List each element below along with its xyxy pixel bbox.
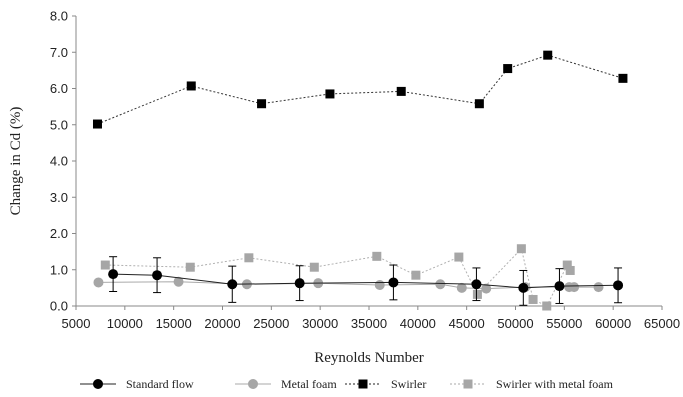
x-tick-label: 65000 xyxy=(644,316,680,331)
x-tick-label: 35000 xyxy=(351,316,387,331)
data-point xyxy=(542,301,552,311)
data-point xyxy=(518,282,529,293)
data-point xyxy=(435,279,446,290)
data-point xyxy=(474,99,484,109)
data-point xyxy=(569,282,580,293)
data-point xyxy=(472,289,482,299)
data-point xyxy=(388,277,399,288)
x-tick-label: 25000 xyxy=(253,316,289,331)
x-tick-label: 20000 xyxy=(204,316,240,331)
data-point xyxy=(92,119,102,129)
data-point xyxy=(108,269,119,280)
data-point xyxy=(471,279,482,290)
data-point xyxy=(257,99,267,109)
series-standard-flow xyxy=(108,256,624,306)
legend-item: Swirler xyxy=(345,377,426,391)
data-point xyxy=(186,81,196,91)
data-point xyxy=(516,244,526,254)
y-tick-label: 0.0 xyxy=(50,299,68,314)
legend-label: Metal foam xyxy=(281,377,337,391)
data-point xyxy=(454,252,464,262)
series-swirler-with-metal-foam xyxy=(100,244,575,311)
data-point xyxy=(618,73,628,83)
x-tick-label: 30000 xyxy=(302,316,338,331)
y-tick-label: 4.0 xyxy=(50,154,68,169)
x-tick-label: 5000 xyxy=(62,316,91,331)
y-tick-label: 5.0 xyxy=(50,117,68,132)
data-point xyxy=(100,260,110,270)
y-tick-label: 1.0 xyxy=(50,262,68,277)
y-tick-label: 6.0 xyxy=(50,81,68,96)
data-point xyxy=(613,280,624,291)
data-point xyxy=(554,281,565,292)
legend-item: Swirler with metal foam xyxy=(450,377,614,391)
legend-marker xyxy=(463,379,473,389)
x-tick-label: 10000 xyxy=(107,316,143,331)
data-point xyxy=(396,86,406,96)
x-tick-label: 50000 xyxy=(497,316,533,331)
x-tick-label: 55000 xyxy=(546,316,582,331)
legend-label: Swirler xyxy=(391,377,426,391)
data-point xyxy=(294,278,305,289)
x-tick-label: 60000 xyxy=(595,316,631,331)
legend-marker xyxy=(93,379,103,389)
series-swirler xyxy=(92,50,628,129)
y-tick-label: 7.0 xyxy=(50,45,68,60)
legend-label: Swirler with metal foam xyxy=(496,377,614,391)
data-point xyxy=(565,265,575,275)
data-point xyxy=(372,251,382,261)
legend-label: Standard flow xyxy=(126,377,194,391)
legend-item: Metal foam xyxy=(235,377,337,391)
axes: 0.0 1.0 2.0 3.0 4.0 5.0 6.0 7.0 8.0 5000 10000 1500… xyxy=(50,9,680,332)
data-point xyxy=(93,277,104,288)
data-point xyxy=(562,260,572,270)
data-point xyxy=(244,253,254,263)
data-point xyxy=(309,262,319,272)
data-point xyxy=(227,279,238,290)
legend: Standard flow Metal foam Swirler Swirler wi… xyxy=(80,377,614,391)
data-point xyxy=(411,270,421,280)
data-point xyxy=(185,262,195,272)
data-point xyxy=(593,282,604,293)
data-point xyxy=(152,270,163,281)
y-tick-label: 2.0 xyxy=(50,226,68,241)
series-layer xyxy=(92,50,628,311)
x-tick-label: 15000 xyxy=(156,316,192,331)
data-point xyxy=(374,279,385,290)
legend-item: Standard flow xyxy=(80,377,194,391)
data-point xyxy=(503,64,513,74)
data-point xyxy=(173,276,184,287)
series-line xyxy=(113,273,619,289)
legend-marker xyxy=(358,379,368,389)
y-tick-label: 3.0 xyxy=(50,190,68,205)
data-point xyxy=(481,283,492,294)
data-point xyxy=(528,294,538,304)
y-axis-title: Change in Cd (%) xyxy=(8,107,24,216)
series-line xyxy=(97,54,624,125)
y-tick-label: 8.0 xyxy=(50,9,68,24)
x-tick-label: 45000 xyxy=(449,316,485,331)
data-point xyxy=(325,89,335,99)
x-tick-label: 40000 xyxy=(400,316,436,331)
data-point xyxy=(456,282,467,293)
x-axis-title: Reynolds Number xyxy=(314,350,424,366)
legend-marker xyxy=(248,379,258,389)
data-point xyxy=(543,50,553,60)
